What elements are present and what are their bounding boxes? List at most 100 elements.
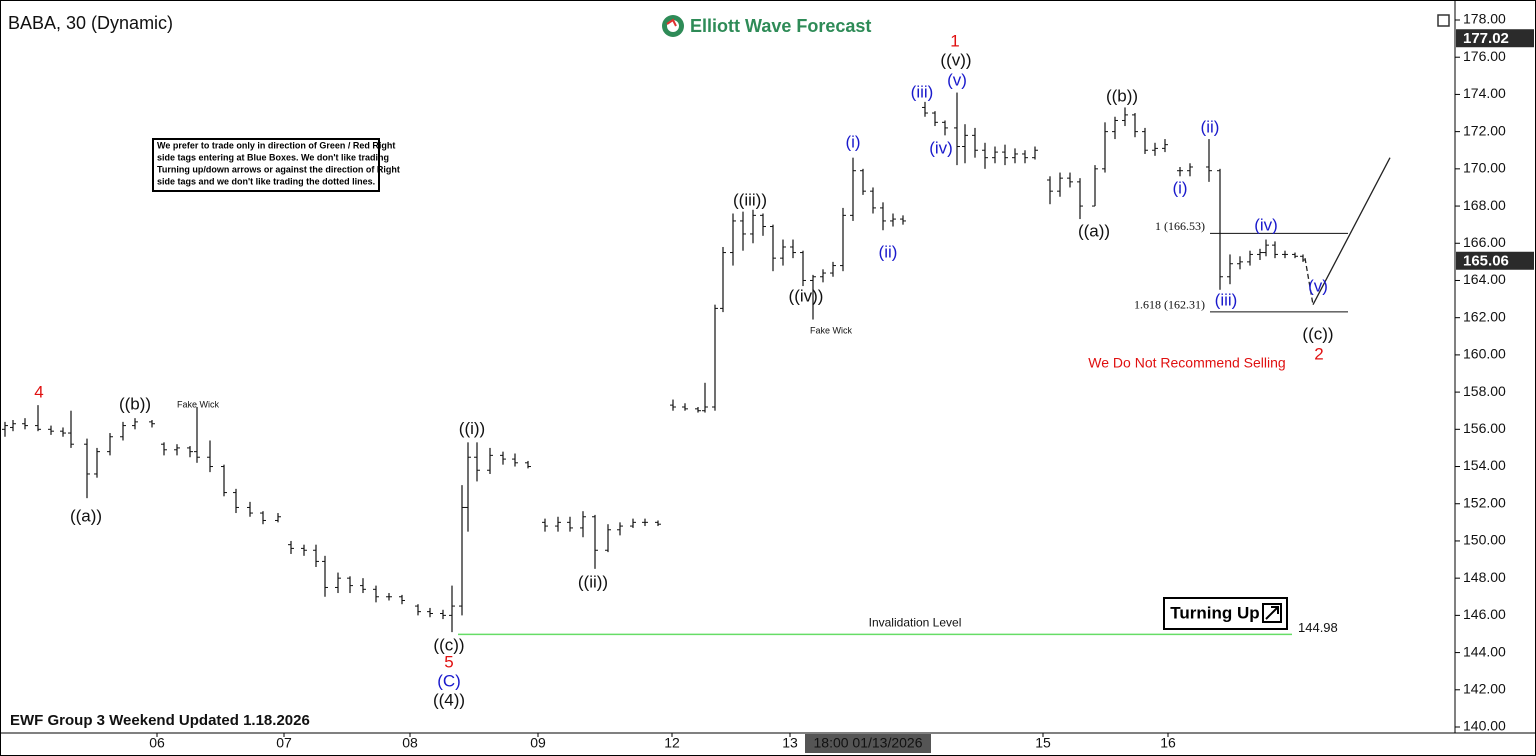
ohlc-bar (655, 520, 661, 527)
y-tick-label: 158.00 (1463, 383, 1506, 399)
wave-label: (iii) (911, 82, 934, 101)
x-tick-label: 06 (149, 735, 165, 751)
y-tick-label: 150.00 (1463, 532, 1506, 548)
ohlc-bar (1257, 248, 1263, 261)
ohlc-bar (360, 578, 366, 594)
ohlc-bar (702, 382, 708, 413)
ohlc-bar (750, 209, 756, 244)
ohlc-bar (288, 540, 294, 554)
x-tick-label: 07 (276, 735, 292, 751)
ohlc-bar (1292, 252, 1298, 259)
x-tick-label: 08 (402, 735, 418, 751)
wave-label: ((iii)) (733, 191, 767, 210)
ohlc-bar (474, 442, 480, 482)
ohlc-bar (415, 604, 421, 616)
ohlc-bar (982, 142, 988, 169)
price-tag (1456, 29, 1534, 48)
ohlc-bar (373, 585, 379, 603)
ohlc-bar (94, 447, 100, 478)
wave-label: 4 (34, 383, 43, 402)
wave-label: ((c)) (433, 636, 464, 655)
y-tick-label: 176.00 (1463, 48, 1506, 64)
badge-icon (1262, 603, 1282, 623)
ohlc-bar (120, 421, 126, 441)
footer-text: EWF Group 3 Weekend Updated 1.18.2026 (10, 712, 310, 729)
ohlc-bar (1122, 107, 1128, 127)
window-icon[interactable] (1437, 14, 1450, 27)
wave-label: ((ii)) (578, 573, 608, 592)
ohlc-bar (1132, 113, 1138, 138)
ohlc-bar (810, 274, 816, 320)
price-tag-label: 165.06 (1463, 253, 1509, 270)
ohlc-bar (10, 420, 16, 432)
ohlc-bar (1177, 166, 1183, 177)
y-tick-label: 152.00 (1463, 494, 1506, 510)
invalidation-text: Invalidation Level (869, 616, 962, 630)
ohlc-bar (712, 304, 718, 411)
wave-label: ((i)) (459, 419, 485, 438)
ohlc-bar (275, 513, 281, 523)
ohlc-bar (149, 420, 155, 428)
y-tick-label: 174.00 (1463, 85, 1506, 101)
ohlc-bar (900, 215, 906, 225)
ohlc-bar (1263, 239, 1269, 257)
ohlc-bar (449, 585, 455, 633)
x-tick-label: 15 (1035, 735, 1051, 751)
ohlc-bar (1237, 256, 1243, 270)
chart-title: BABA, 30 (Dynamic) (8, 13, 173, 33)
ohlc-bar (335, 572, 341, 594)
x-tick-label: 09 (530, 735, 546, 751)
ohlc-bar (542, 518, 548, 532)
ohlc-bar (1272, 241, 1278, 259)
y-tick-label: 142.00 (1463, 680, 1506, 696)
wave-label: (v) (947, 71, 967, 90)
ohlc-bar (386, 593, 392, 601)
ohlc-bar (800, 250, 806, 287)
ohlc-bar (840, 207, 846, 272)
ohlc-bar (347, 576, 353, 594)
wave-label: ((a)) (1078, 222, 1110, 241)
ohlc-bar (1032, 146, 1038, 160)
wave-label: 5 (444, 653, 453, 672)
note-box: We prefer to trade only in direction of … (152, 138, 400, 192)
ohlc-bar (580, 511, 586, 538)
ohlc-bar (313, 544, 319, 567)
ohlc-bar (1152, 142, 1158, 156)
ohlc-bar (440, 609, 446, 620)
ohlc-bar (68, 410, 74, 448)
ohlc-bar (399, 594, 405, 605)
ohlc-bar (870, 187, 876, 214)
ohlc-bar (860, 168, 866, 195)
ohlc-bar (942, 120, 948, 136)
ohlc-bar (525, 460, 531, 469)
wave-label: (C) (437, 672, 461, 691)
ohlc-bar (459, 485, 465, 616)
ohlc-bar (1022, 150, 1028, 164)
ohlc-bar (830, 261, 836, 277)
wave-label: (i) (1172, 179, 1187, 198)
ohlc-bar (605, 524, 611, 553)
y-tick-label: 144.00 (1463, 643, 1506, 659)
ohlc-bar (730, 213, 736, 266)
ohlc-bar (107, 433, 113, 456)
ohlc-bar (1112, 116, 1118, 140)
x-tick-label: 12 (664, 735, 680, 751)
ohlc-bar (1057, 172, 1063, 197)
ohlc-bar (760, 213, 766, 236)
ohlc-bar (954, 92, 960, 166)
ohlc-bar (465, 442, 471, 532)
wave-label: 2 (1314, 345, 1323, 364)
ohlc-bar (500, 451, 506, 465)
ohlc-bar (132, 418, 138, 430)
crosshair-box (805, 734, 931, 753)
wave-label: ((b)) (119, 395, 151, 414)
y-tick-label: 170.00 (1463, 160, 1506, 176)
ohlc-bar (194, 406, 200, 463)
badge-arrow (1265, 606, 1279, 620)
ohlc-bar (1227, 254, 1233, 285)
ohlc-bar (1077, 178, 1083, 220)
plot-area (2, 92, 1306, 633)
ohlc-bar (221, 464, 227, 497)
